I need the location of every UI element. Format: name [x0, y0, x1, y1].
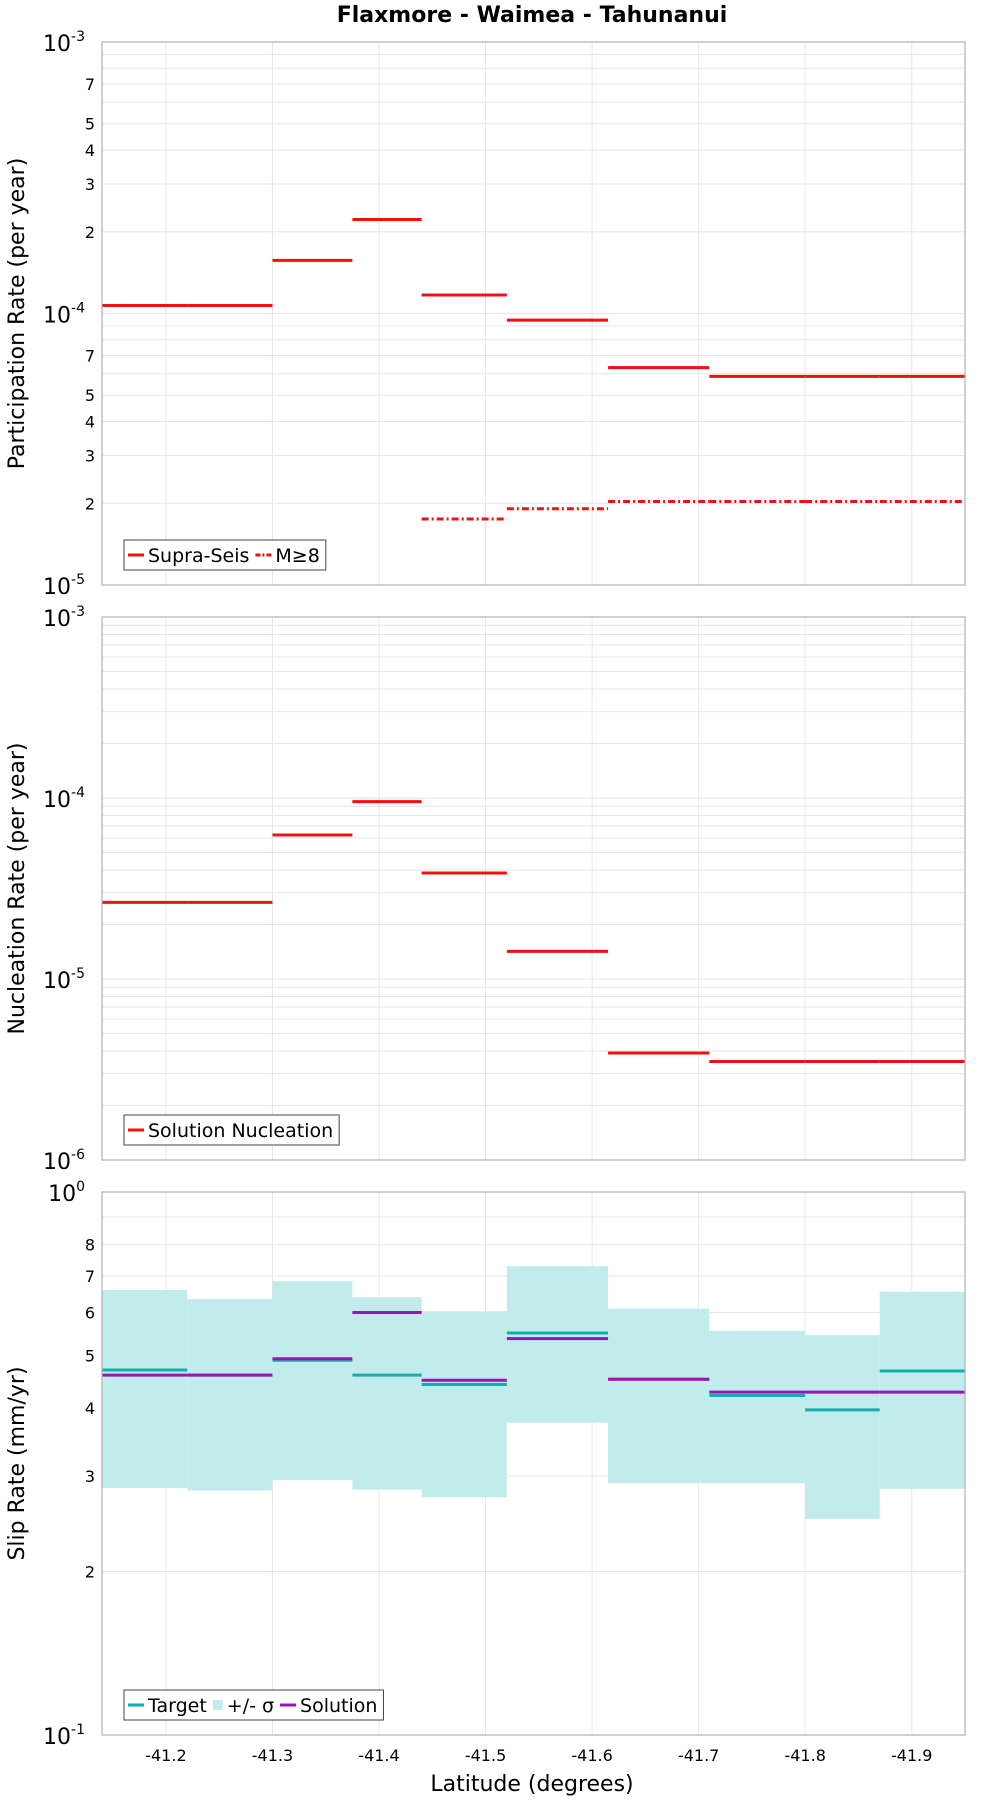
y-minor-tick-label: 3: [85, 175, 95, 194]
plot-frame: [101, 1191, 966, 1736]
legend-box: [123, 1689, 384, 1721]
legend-entry-label: Solution Nucleation: [148, 1120, 333, 1142]
y-tick-base: 10: [43, 788, 71, 813]
y-tick-base: 10: [43, 969, 71, 994]
legend-box: [123, 1114, 340, 1146]
grid: [102, 42, 965, 586]
y-tick-base: 10: [43, 607, 71, 632]
y-tick-label: 10-3: [43, 29, 85, 57]
plot-frame: [101, 616, 966, 1161]
y-tick-exponent: -4: [71, 785, 85, 801]
y-minor-tick-label: 4: [85, 141, 95, 160]
y-tick-label: 10-4: [43, 785, 85, 813]
legend: Target +/- σ Solution: [123, 1689, 384, 1721]
series-solution-nucleation: [102, 800, 965, 1064]
legend-entry-label: M≥8: [275, 545, 319, 567]
legend-entry-label: +/- σ: [227, 1695, 274, 1717]
legend: Supra-Seis M≥8: [123, 539, 327, 571]
y-tick-exponent: -5: [71, 572, 85, 588]
band-segment: [187, 1299, 273, 1491]
y-tick-label: 10-6: [43, 1147, 85, 1175]
y-minor-tick-label: 4: [85, 413, 95, 432]
legend-box: [123, 539, 327, 571]
legend: Solution Nucleation: [123, 1114, 340, 1146]
y-minor-tick-label: 7: [85, 347, 95, 366]
y-minor-tick-label: 2: [85, 223, 95, 242]
band-segment: [805, 1335, 880, 1519]
band-segment: [352, 1297, 422, 1490]
y-tick-exponent: -3: [71, 29, 85, 45]
band-segment: [272, 1281, 353, 1480]
y-minor-tick-label: 7: [85, 75, 95, 94]
y-tick-base: 10: [43, 1150, 71, 1175]
y-tick-exponent: -1: [71, 1722, 85, 1738]
y-axis-label: Participation Rate (per year): [5, 158, 30, 470]
band-segment: [879, 1291, 965, 1489]
plot-frame: [101, 41, 966, 586]
legend-swatch-band: [212, 1700, 223, 1710]
y-tick-label: 10-4: [43, 301, 85, 329]
y-minor-tick-label: 6: [85, 1303, 95, 1322]
y-tick-base: 10: [43, 304, 71, 329]
x-axis-label: Latitude (degrees): [430, 1772, 633, 1797]
series-solution: [102, 1310, 965, 1394]
y-tick-label: 10-5: [43, 966, 85, 994]
y-minor-tick-label: 3: [85, 446, 95, 465]
x-tick-label: -41.3: [252, 1746, 293, 1765]
y-minor-tick-label: 4: [85, 1399, 95, 1418]
sigma-band: [102, 1266, 965, 1519]
y-minor-tick-label: 5: [85, 1346, 95, 1365]
y-tick-label: 10-5: [43, 572, 85, 600]
x-tick-label: -41.9: [891, 1746, 932, 1765]
legend-entry-label: Supra-Seis: [148, 545, 249, 567]
legend-entry-label: Solution: [300, 1695, 377, 1717]
y-tick-base: 10: [43, 32, 71, 57]
y-tick-label: 10-1: [43, 1722, 85, 1750]
y-axis-label: Slip Rate (mm/yr): [5, 1366, 30, 1560]
legend-entry-label: Target: [147, 1695, 207, 1717]
series-supra-seis: [102, 217, 965, 378]
y-tick-label: 100: [48, 1179, 85, 1207]
x-tick-label: -41.7: [678, 1746, 719, 1765]
band-segment: [506, 1266, 609, 1423]
y-minor-tick-label: 7: [85, 1267, 95, 1286]
y-tick-base: 10: [43, 575, 71, 600]
band-segment: [102, 1289, 188, 1489]
x-tick-label: -41.4: [358, 1746, 399, 1765]
y-tick-base: 10: [48, 1182, 76, 1207]
x-tick-label: -41.6: [571, 1746, 612, 1765]
y-tick-base: 10: [43, 1725, 71, 1750]
band-segment: [421, 1311, 507, 1498]
x-tick-label: -41.5: [465, 1746, 506, 1765]
y-tick-exponent: -6: [71, 1147, 85, 1163]
x-tick-label: -41.8: [784, 1746, 825, 1765]
x-tick-label: -41.2: [145, 1746, 186, 1765]
y-tick-exponent: -4: [71, 301, 85, 317]
y-axis-label: Nucleation Rate (per year): [5, 743, 30, 1035]
y-minor-tick-label: 5: [85, 386, 95, 405]
chart-title: Flaxmore - Waimea - Tahunanui: [337, 3, 728, 28]
series-m-8: [421, 500, 965, 521]
y-minor-tick-label: 5: [85, 115, 95, 134]
y-tick-label: 10-3: [43, 604, 85, 632]
y-minor-tick-label: 8: [85, 1236, 95, 1255]
band-segment: [709, 1330, 806, 1484]
band-segment: [608, 1308, 710, 1484]
y-tick-exponent: 0: [76, 1179, 85, 1195]
y-tick-exponent: -3: [71, 604, 85, 620]
y-minor-tick-label: 2: [85, 1563, 95, 1582]
plot-area: [102, 617, 965, 1160]
y-minor-tick-label: 2: [85, 494, 95, 513]
y-tick-exponent: -5: [71, 966, 85, 982]
y-minor-tick-label: 3: [85, 1467, 95, 1486]
